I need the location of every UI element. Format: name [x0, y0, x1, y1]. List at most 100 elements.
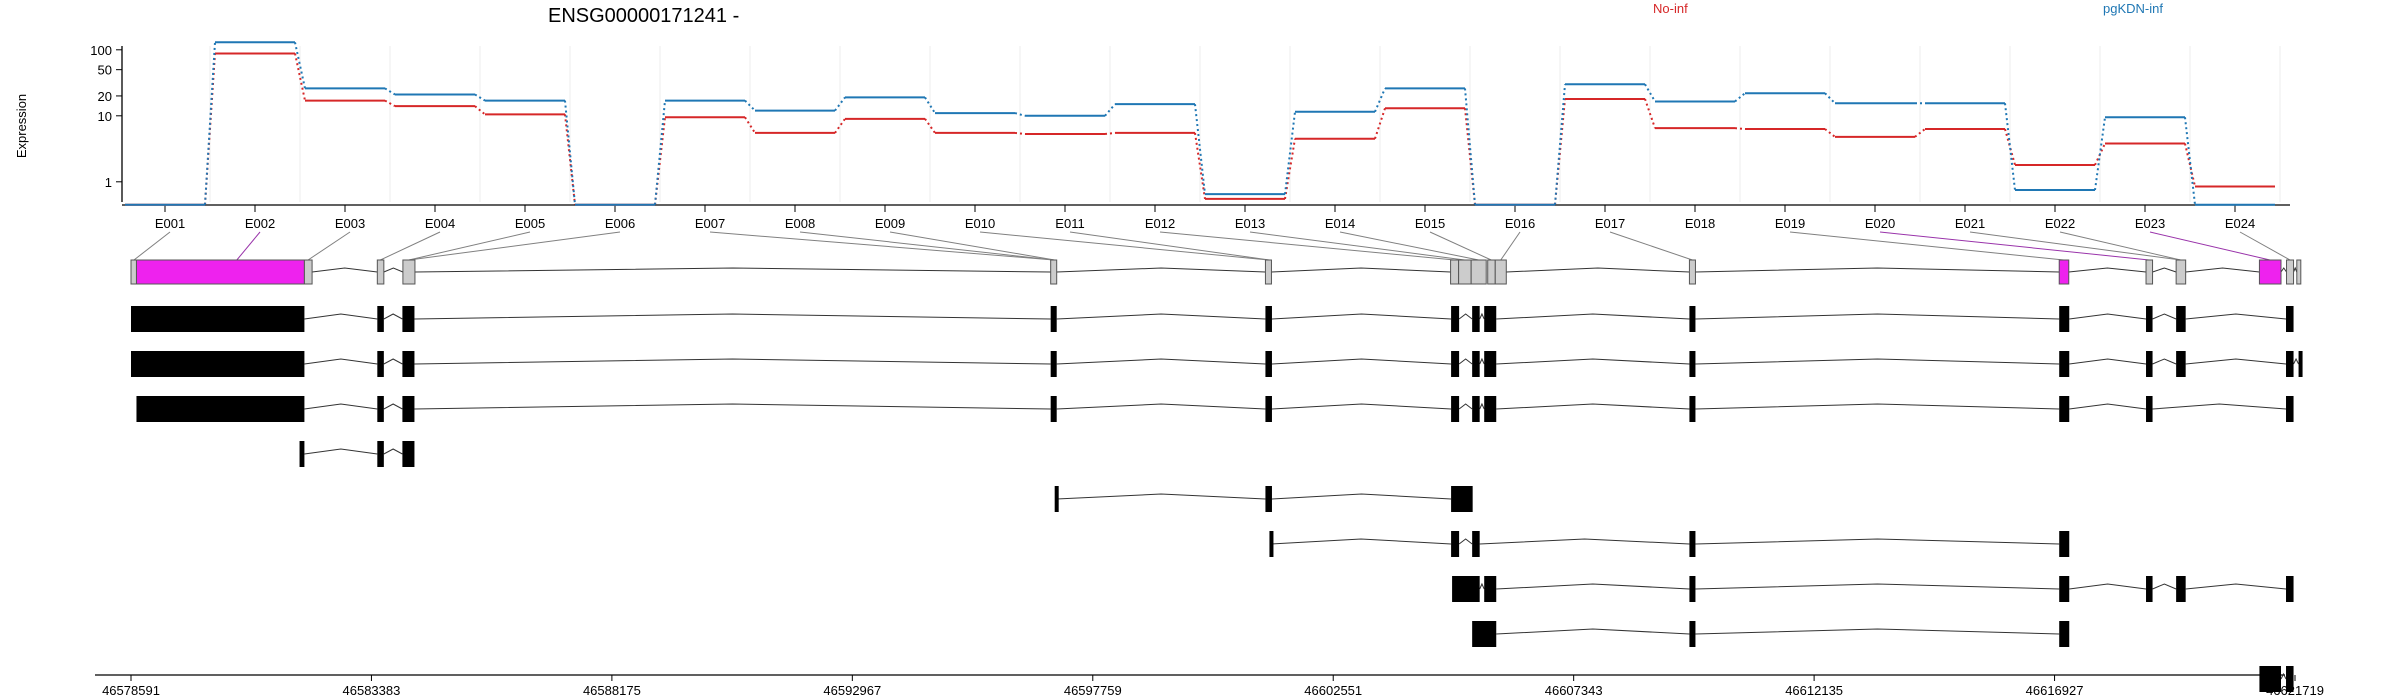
transcript-intron	[383, 403, 403, 410]
transcript-intron	[1496, 628, 1690, 635]
transcript-exon	[131, 306, 305, 332]
series-connector	[294, 53, 306, 101]
series-connector	[1914, 128, 1926, 138]
x-tick-label: E010	[965, 216, 995, 231]
transcript-exon	[1689, 576, 1696, 602]
transcript-exon	[1054, 486, 1059, 512]
x-tick-label: E006	[605, 216, 635, 231]
genomic-tick-label: 46588175	[583, 683, 641, 698]
series-connector	[1644, 83, 1656, 102]
transcript-exon	[2146, 396, 2153, 422]
transcript-exon	[1472, 396, 1480, 422]
transcript-intron	[2069, 403, 2147, 410]
transcript-exon	[2259, 666, 2282, 692]
x-tick-label: E009	[875, 216, 905, 231]
series-connector	[1104, 131, 1116, 135]
transcript-exon	[2059, 306, 2070, 332]
series-connector	[744, 99, 756, 112]
model-exon	[1050, 259, 1058, 285]
model-exon	[130, 259, 137, 285]
transcript-exon	[402, 441, 415, 467]
transcript-intron	[2069, 313, 2147, 320]
model-exon	[2258, 259, 2282, 285]
transcript-exon	[1472, 621, 1497, 647]
transcript-intron	[2152, 403, 2287, 410]
mapping-line	[1429, 231, 1492, 261]
x-tick-label: E020	[1865, 216, 1895, 231]
y-tick-label: 10	[98, 109, 112, 124]
transcript-exon	[2286, 351, 2294, 377]
expression-series	[125, 41, 2275, 206]
model-intron	[312, 267, 378, 273]
transcript-intron	[1056, 358, 1266, 365]
exon-ticks: E001 E002 E003 E004 E005 E006 E007 E008 E009 E010…	[155, 205, 2255, 231]
transcript-exon	[402, 306, 415, 332]
transcript-intron	[304, 313, 378, 320]
transcript-intron	[1496, 358, 1690, 365]
model-exon	[303, 259, 313, 285]
transcript-intron	[1479, 402, 1485, 410]
series-connector	[924, 96, 936, 114]
x-tick-label: E008	[785, 216, 815, 231]
x-tick-label: E024	[2225, 216, 2255, 231]
transcript-exon	[2146, 306, 2153, 332]
transcript-exon	[1689, 306, 1696, 332]
mapping-line	[799, 231, 1054, 261]
transcript-intron	[1479, 357, 1485, 365]
transcript-exon	[2059, 531, 2070, 557]
series-connector	[2094, 117, 2106, 191]
model-exon	[1450, 259, 1460, 285]
transcript-intron	[2185, 583, 2287, 590]
transcript-intron	[1695, 628, 2060, 635]
model-exon	[135, 259, 305, 285]
transcript-exon	[1265, 396, 1272, 422]
mapping-line	[1069, 231, 1270, 261]
series-connector	[384, 87, 396, 96]
model-exon	[2296, 259, 2302, 285]
transcript-exon	[1451, 306, 1460, 332]
transcript-intron	[1496, 583, 1690, 590]
x-tick-label: E019	[1775, 216, 1805, 231]
transcript-intron	[1270, 538, 1452, 545]
model-exon	[1458, 259, 1472, 285]
x-tick-label: E018	[1685, 216, 1715, 231]
transcript-exon	[377, 306, 384, 332]
y-axis-label: Expression	[14, 94, 29, 158]
mapping-line	[889, 231, 1055, 261]
transcript-intron	[1271, 403, 1452, 410]
chart-title: ENSG00000171241 -	[548, 5, 739, 27]
transcript-intron	[1479, 538, 1690, 545]
transcript-intron	[1056, 403, 1266, 410]
transcript-intron	[1271, 358, 1452, 365]
x-tick-label: E005	[515, 216, 545, 231]
model-exon	[2175, 259, 2187, 285]
transcript-2	[131, 351, 2303, 377]
model-exon	[2058, 259, 2070, 285]
mapping-line	[979, 231, 1269, 261]
transcript-exon	[1689, 531, 1696, 557]
mapping-line	[1609, 231, 1693, 261]
transcript-exon	[2176, 351, 2186, 377]
transcript-intron	[1056, 493, 1266, 500]
transcript-intron	[1458, 403, 1473, 410]
mapping-line	[1789, 231, 2064, 261]
transcript-exon	[1689, 351, 1696, 377]
transcript-exon	[2176, 576, 2186, 602]
transcript-intron	[2152, 583, 2177, 590]
transcript-exon	[1689, 396, 1696, 422]
x-tick-label: E012	[1145, 216, 1175, 231]
genomic-tick-label: 46612135	[1785, 683, 1843, 698]
transcript-intron	[1479, 312, 1485, 320]
transcript-exon	[2059, 576, 2070, 602]
transcript-exon	[1451, 351, 1460, 377]
transcript-exon	[131, 351, 305, 377]
transcript-intron	[1056, 313, 1266, 320]
model-intron	[1056, 267, 1266, 273]
transcript-intron	[304, 448, 378, 455]
series-connector	[204, 42, 216, 205]
series-connector	[1734, 127, 1746, 131]
y-tick-label: 100	[90, 43, 112, 58]
x-tick-label: E017	[1595, 216, 1625, 231]
transcript-intron	[2293, 357, 2300, 365]
transcript-intron	[1271, 493, 1452, 500]
